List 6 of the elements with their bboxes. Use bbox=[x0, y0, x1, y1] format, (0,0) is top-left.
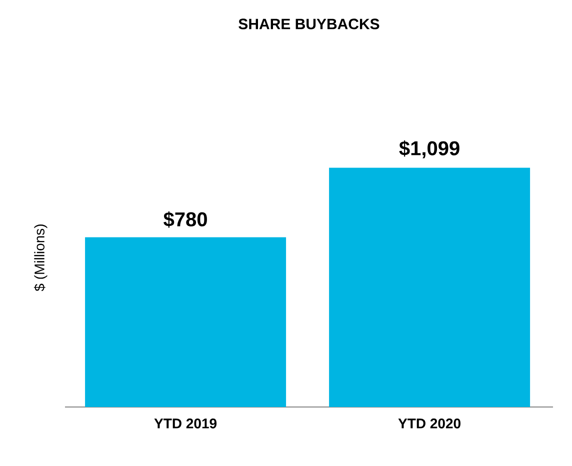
data-label: $780 bbox=[164, 211, 207, 228]
x-tick-label: YTD 2019 bbox=[154, 418, 217, 428]
y-axis-title: $ (Millions) bbox=[34, 224, 48, 292]
x-tick-label: YTD 2020 bbox=[398, 418, 460, 428]
data-label: $1,099 bbox=[399, 140, 460, 158]
chart-title: SHARE BUYBACKS bbox=[238, 18, 380, 30]
